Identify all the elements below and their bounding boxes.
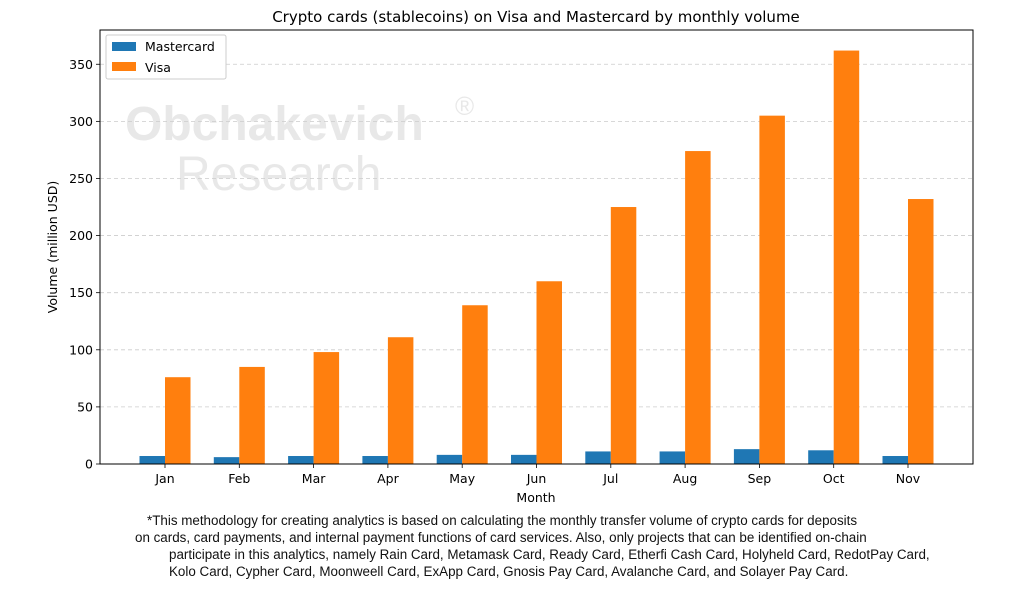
bar-visa-jul [610, 207, 637, 465]
x-tick-label: Apr [377, 471, 399, 486]
y-tick-label: 350 [69, 57, 93, 72]
watermark-line2: Research [176, 148, 381, 201]
watermark-registered-mark: ® [455, 91, 474, 121]
bar-visa-jun [536, 281, 562, 464]
axes: 0 50 100 150 200 250 300 350 Jan Feb Mar Apr May Jun J… [69, 57, 921, 486]
chart-title: Crypto cards (stablecoins) on Visa and M… [272, 8, 800, 26]
bar-mastercard-apr [362, 456, 388, 464]
y-tick-label: 250 [69, 171, 93, 186]
bar-visa-oct [833, 50, 860, 465]
y-tick-label: 300 [69, 114, 93, 129]
bar-mastercard-may [436, 454, 463, 464]
bar-mastercard-mar [288, 456, 314, 464]
plot-frame [99, 29, 974, 465]
bar-visa-may [462, 305, 488, 464]
legend-swatch-visa [112, 62, 136, 71]
y-axis-label: Volume (million USD) [45, 181, 60, 314]
bar-visa-feb [239, 366, 265, 464]
x-tick-label: Jul [602, 471, 618, 486]
watermark-line1: Obchakevich [125, 98, 424, 151]
x-tick-label: Oct [823, 471, 845, 486]
x-tick-label: Nov [896, 471, 921, 486]
bar-visa-mar [313, 352, 340, 464]
bar-mastercard-oct [808, 450, 834, 464]
x-tick-label: Mar [302, 471, 326, 486]
footnote-line-1: *This methodology for creating analytics… [147, 513, 858, 528]
bar-mastercard-feb [213, 457, 240, 464]
y-tick-label: 200 [69, 228, 93, 243]
footnote-line-2: on cards, card payments, and internal pa… [135, 530, 867, 545]
bar-mastercard-jul [585, 451, 611, 464]
y-tick-label: 50 [77, 399, 93, 414]
x-tick-label: Feb [228, 471, 250, 486]
y-tick-label: 150 [69, 285, 93, 300]
bar-mastercard-nov [882, 456, 908, 464]
legend-label-mastercard: Mastercard [145, 39, 215, 54]
y-tick-label: 100 [69, 342, 93, 357]
legend-swatch-mastercard [112, 42, 136, 51]
bar-mastercard-jun [511, 454, 537, 464]
bar-mastercard-sep [733, 449, 760, 464]
x-axis-label: Month [516, 490, 555, 505]
footnote-line-3: participate in this analytics, namely Ra… [169, 547, 930, 562]
x-tick-label: Aug [673, 471, 697, 486]
bar-visa-jan [165, 377, 191, 464]
x-tick-label: May [449, 471, 475, 486]
bar-mastercard-jan [139, 456, 165, 464]
x-tick-label: Jan [154, 471, 174, 486]
legend: Mastercard Visa [105, 34, 227, 80]
bar-visa-nov [908, 199, 934, 464]
x-tick-label: Sep [748, 471, 772, 486]
y-tick-label: 0 [85, 457, 93, 472]
bar-visa-apr [387, 337, 414, 464]
bars [139, 50, 934, 465]
footnote-line-4: Kolo Card, Cypher Card, Moonweell Card, … [169, 564, 849, 579]
bar-mastercard-aug [659, 451, 686, 464]
legend-label-visa: Visa [145, 60, 171, 75]
bar-visa-sep [759, 115, 785, 464]
bar-visa-aug [685, 151, 711, 464]
watermark: Obchakevich ® Research [125, 91, 474, 201]
x-tick-label: Jun [526, 471, 547, 486]
